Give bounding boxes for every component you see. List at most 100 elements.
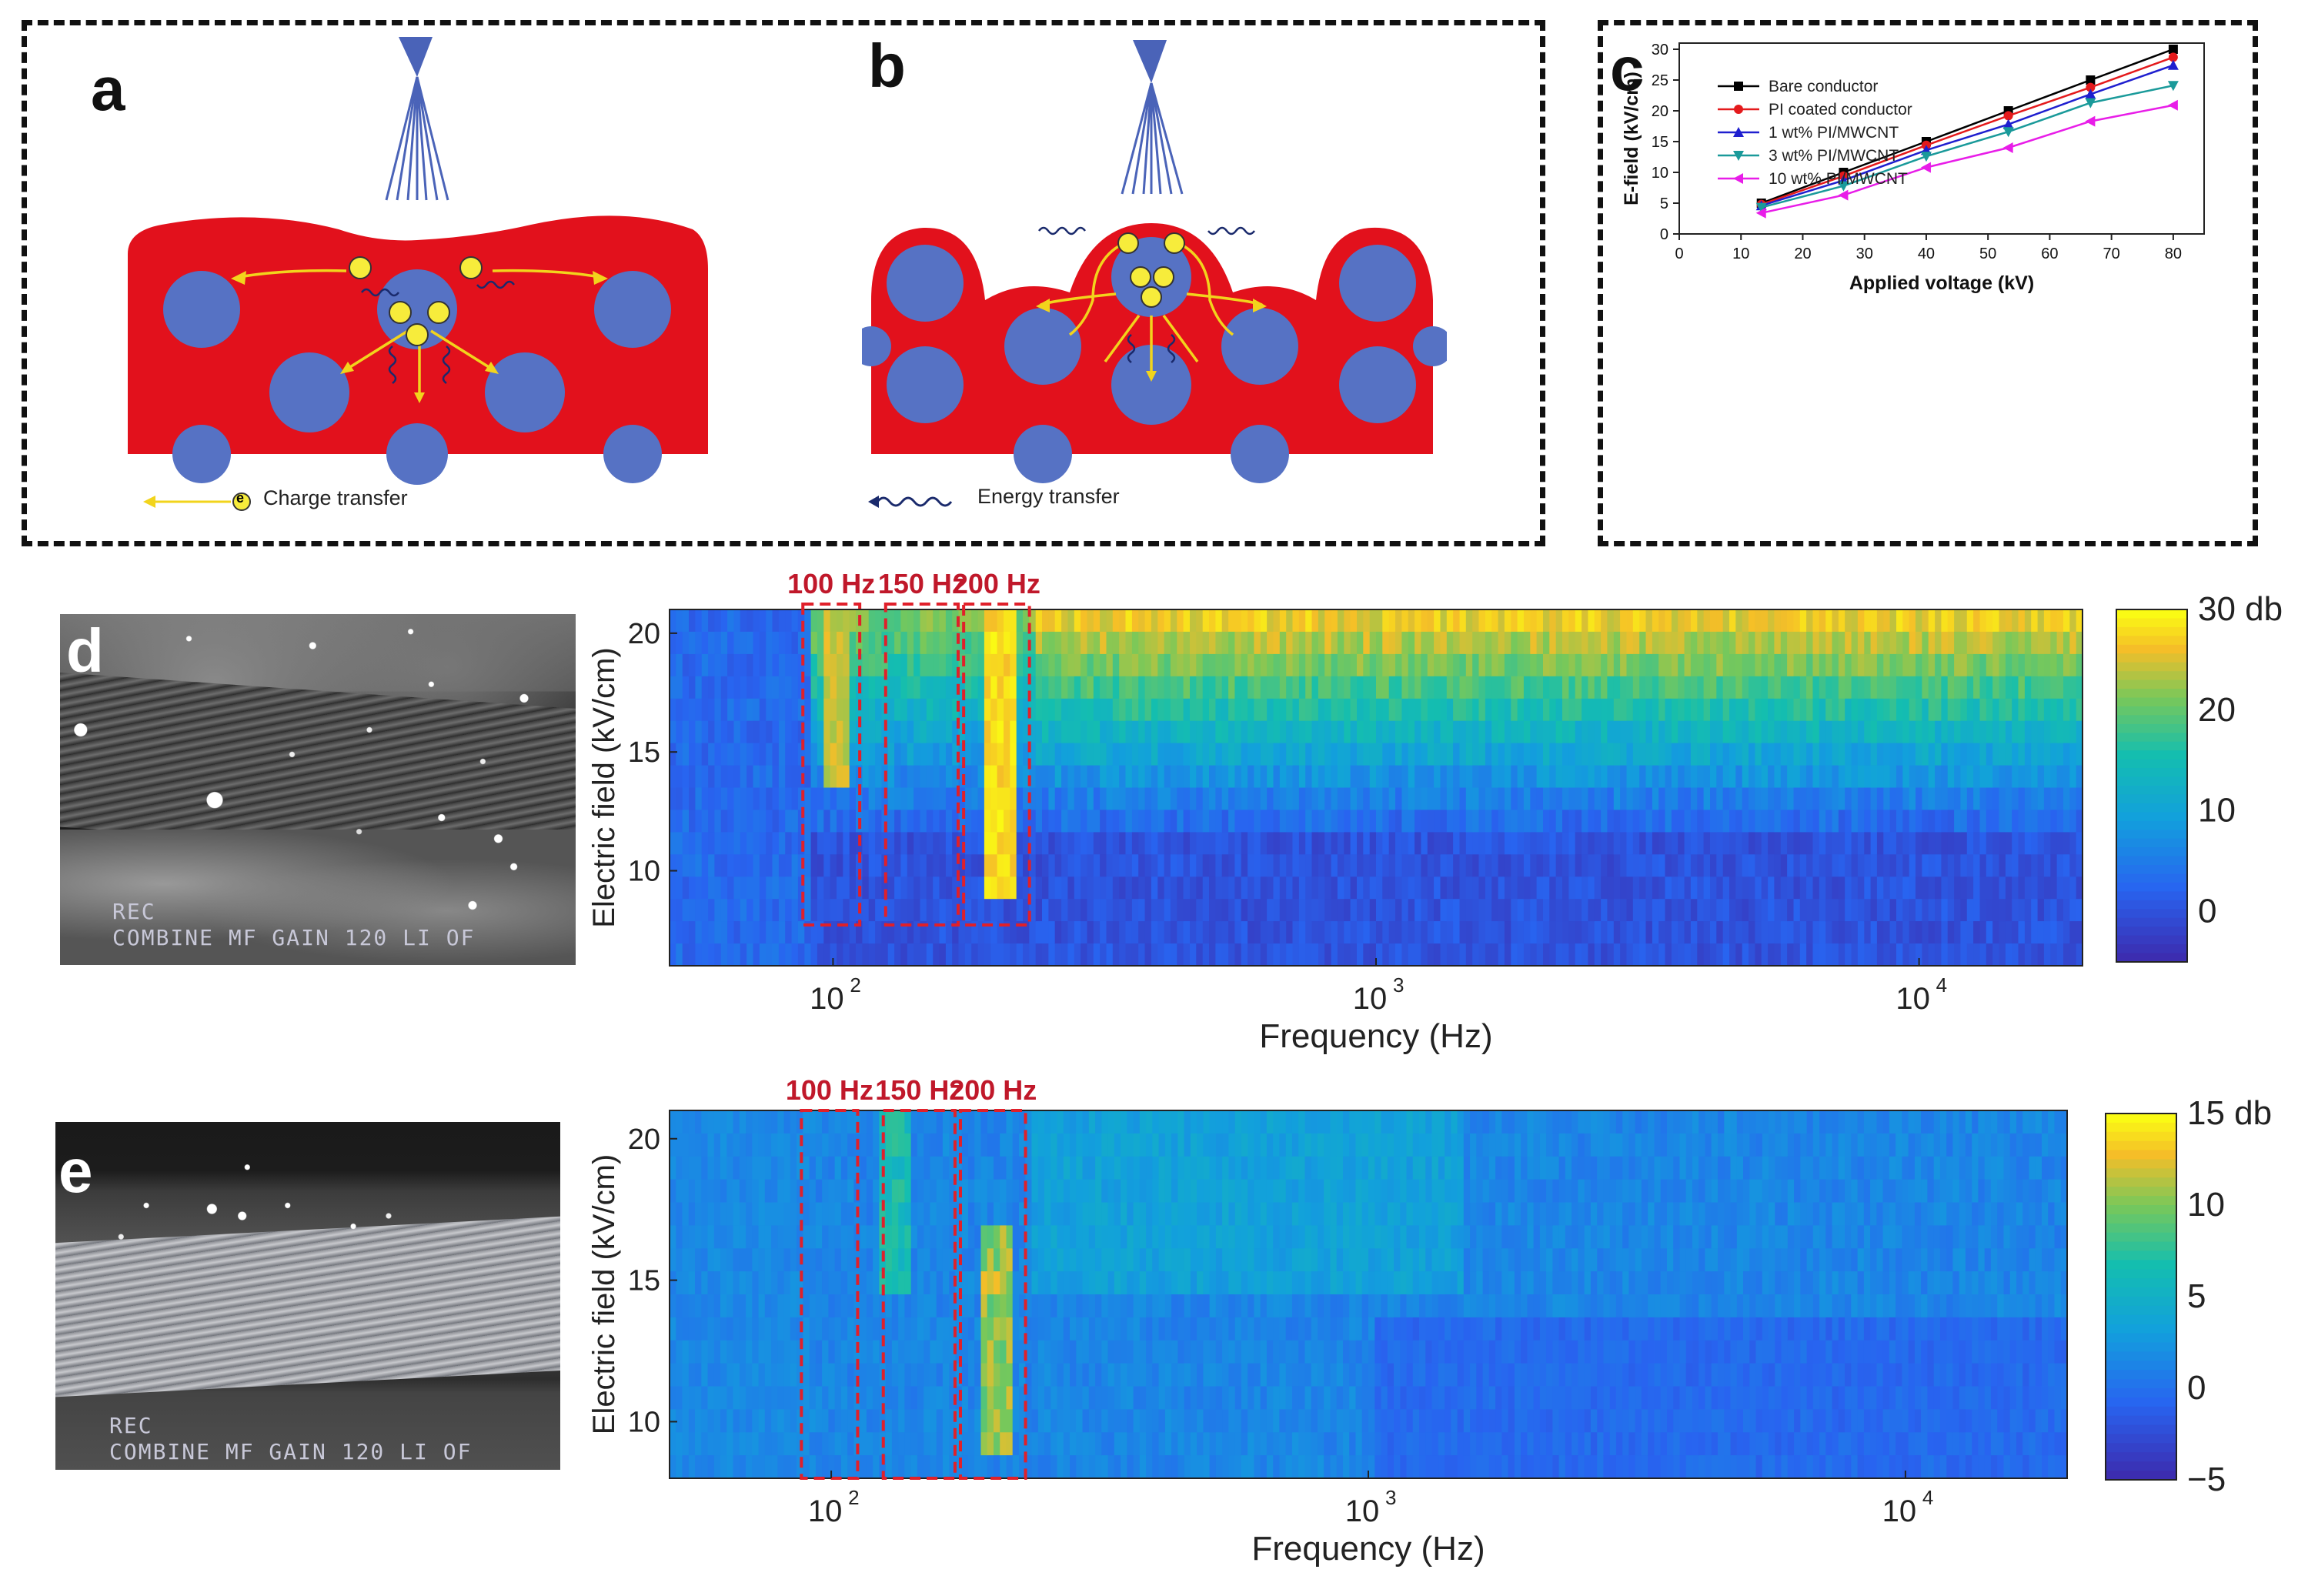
series-line-c	[1761, 56, 2174, 205]
heatmap-cell	[914, 854, 920, 877]
heatmap-cell	[772, 653, 780, 677]
heatmap-cell	[1916, 810, 1922, 833]
heatmap-cell	[1311, 676, 1319, 700]
heatmap-cell	[701, 653, 709, 677]
data-point-c	[2003, 111, 2013, 121]
heatmap-cell	[1658, 676, 1666, 700]
heatmap-cell	[900, 899, 908, 922]
heatmap-cell	[1234, 720, 1242, 744]
heatmap-cell	[1768, 765, 1775, 789]
heatmap-cell	[866, 1363, 873, 1387]
heatmap-cell	[1960, 676, 1968, 700]
heatmap-cell	[990, 899, 998, 922]
heatmap-cell	[733, 943, 741, 967]
heatmap-cell	[1986, 609, 1993, 633]
heatmap-cell	[1074, 698, 1081, 722]
heatmap-cell	[1909, 876, 1916, 900]
heatmap-cell	[1070, 1202, 1077, 1226]
heatmap-cell	[828, 1363, 836, 1387]
heatmap-cell	[1151, 653, 1158, 677]
heatmap-cell	[817, 653, 824, 677]
heatmap-cell	[1889, 854, 1897, 877]
heatmap-cell	[1298, 676, 1306, 700]
heatmap-cell	[1170, 899, 1177, 922]
heatmap-cell	[1100, 698, 1107, 722]
heatmap-cell	[1241, 787, 1248, 810]
heatmap-cell	[1273, 787, 1281, 810]
heatmap-cell	[907, 676, 914, 700]
heatmap-cell	[764, 1317, 772, 1341]
heatmap-cell	[1114, 1271, 1121, 1295]
heatmap-cell	[1112, 787, 1120, 810]
heatmap-cell	[1234, 899, 1242, 922]
heatmap-cell	[1966, 743, 1974, 766]
heatmap-cell	[714, 787, 722, 810]
heatmap-cell	[676, 743, 683, 766]
heatmap-cell	[1902, 899, 1910, 922]
heatmap-cell	[1543, 720, 1550, 744]
band-label-d: 100 Hz	[787, 568, 875, 599]
heatmap-cell	[910, 1409, 918, 1433]
heatmap-cell	[1305, 720, 1313, 744]
heatmap-cell	[1472, 787, 1480, 810]
heatmap-cell	[1087, 720, 1094, 744]
heatmap-cell	[974, 1455, 982, 1479]
heatmap-cell	[1139, 1202, 1147, 1226]
heatmap-cell	[900, 720, 908, 744]
heatmap-cell	[875, 720, 882, 744]
heatmap-cell	[1337, 698, 1344, 722]
heatmap-cell	[2031, 810, 2039, 833]
heatmap-cell	[1639, 810, 1647, 833]
heatmap-cell	[1048, 921, 1056, 944]
heatmap-cell	[887, 876, 895, 900]
heatmap-cell	[727, 653, 734, 677]
heatmap-cell	[1054, 943, 1062, 967]
heatmap-cell	[1645, 765, 1653, 789]
heatmap-cell	[1966, 698, 1974, 722]
heatmap-cell	[1549, 676, 1557, 700]
heatmap-cell	[1382, 943, 1390, 967]
heatmap-cell	[823, 943, 831, 967]
heatmap-cell	[1042, 631, 1049, 655]
heatmap-cell	[1722, 765, 1730, 789]
heatmap-cell	[822, 1248, 829, 1272]
heatmap-cell	[1082, 1432, 1090, 1456]
heatmap-cell	[2050, 609, 2058, 633]
heatmap-cell	[1722, 899, 1730, 922]
heatmap-cell	[1536, 832, 1544, 855]
heatmap-cell	[1498, 899, 1505, 922]
heatmap-cell	[924, 1110, 931, 1134]
heatmap-cell	[771, 1248, 778, 1272]
heatmap-cell	[1050, 1409, 1058, 1433]
heatmap-cell	[2018, 943, 2026, 967]
heatmap-cell	[1607, 765, 1615, 789]
heatmap-cell	[1171, 1363, 1178, 1387]
heatmap-cell	[847, 1225, 854, 1249]
ytick-label-c: 30	[1652, 42, 1668, 58]
heatmap-cell	[1042, 698, 1049, 722]
heatmap-cell	[676, 1386, 683, 1410]
heatmap-cell	[1070, 1110, 1077, 1134]
heatmap-cell	[1082, 1202, 1090, 1226]
heatmap-cell	[1331, 720, 1338, 744]
heatmap-cell	[1851, 787, 1859, 810]
heatmap-cell	[1928, 787, 1936, 810]
heatmap-cell	[1054, 698, 1062, 722]
heatmap-cell	[1459, 676, 1467, 700]
heatmap-cell	[2076, 653, 2083, 677]
heatmap-cell	[2043, 609, 2051, 633]
heatmap-cell	[1562, 765, 1569, 789]
heatmap-cell	[1157, 876, 1165, 900]
heatmap-cell	[2024, 832, 2032, 855]
heatmap-cell	[2005, 787, 2012, 810]
heatmap-cell	[1735, 854, 1743, 877]
heatmap-cell	[873, 1455, 880, 1479]
heatmap-cell	[1170, 743, 1177, 766]
heatmap-cell	[1344, 720, 1351, 744]
heatmap-cell	[847, 1248, 854, 1272]
heatmap-cell	[1825, 676, 1833, 700]
heatmap-cell	[1388, 609, 1396, 633]
heatmap-cell	[1076, 1271, 1084, 1295]
heatmap-cell	[1485, 854, 1492, 877]
heatmap-cell	[1044, 1386, 1051, 1410]
